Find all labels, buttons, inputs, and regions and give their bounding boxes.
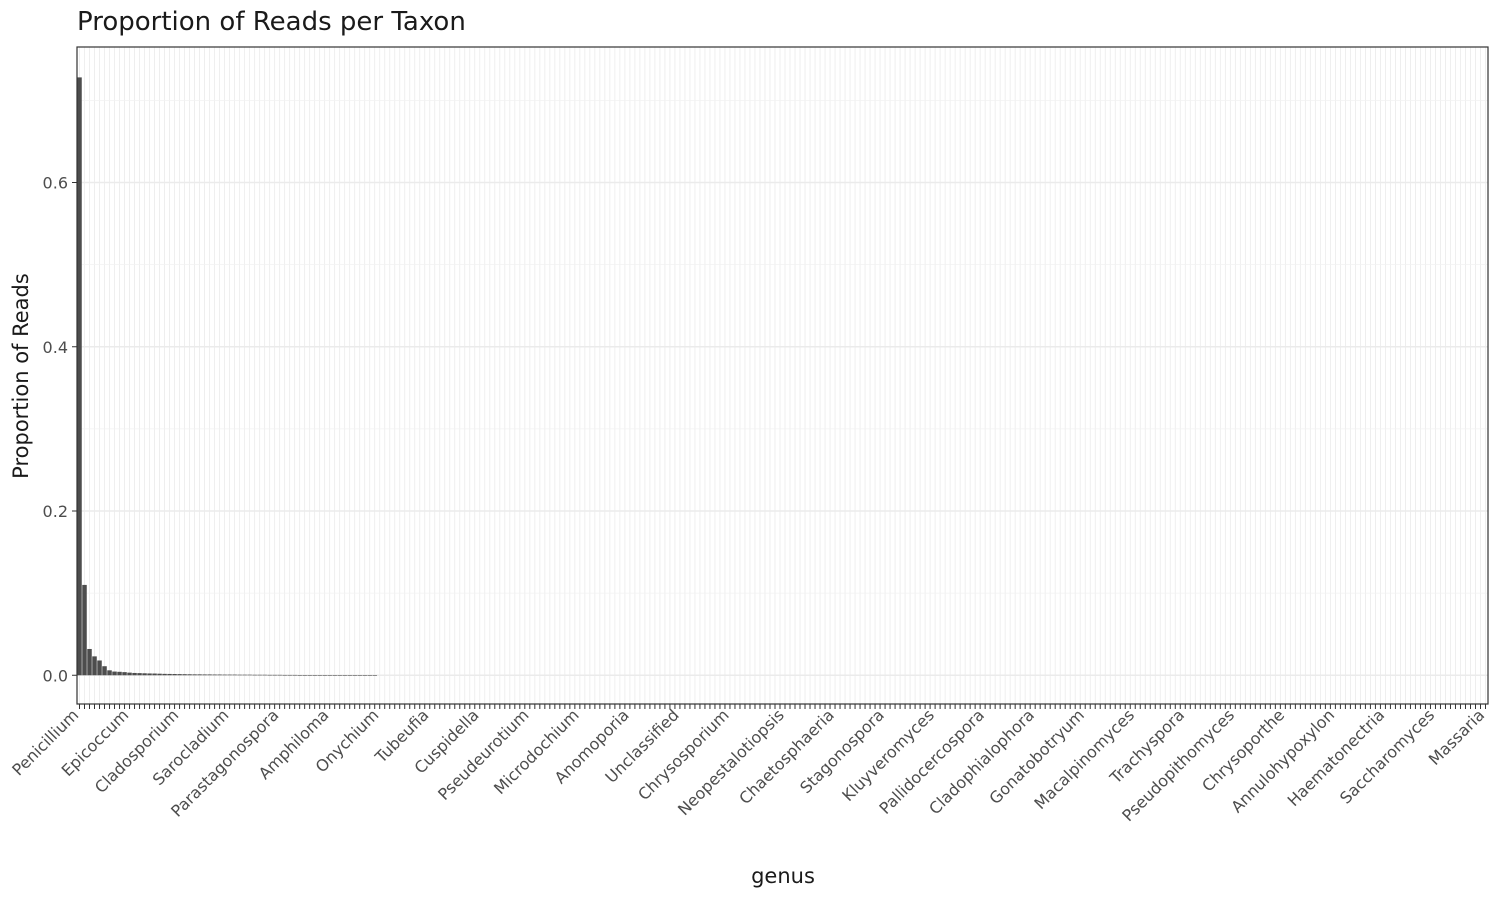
bar	[242, 674, 247, 676]
bar	[142, 673, 147, 676]
x-tick-label: Saccharomyces	[1336, 705, 1438, 807]
bar	[102, 666, 107, 676]
bar	[162, 673, 167, 676]
y-tick-label: 0.0	[43, 666, 68, 685]
bar	[232, 674, 237, 676]
bar	[137, 673, 142, 676]
bar	[122, 672, 127, 676]
bar	[327, 675, 332, 676]
y-axis: 0.0 0.2 0.4 0.6	[43, 174, 77, 685]
bar	[312, 675, 317, 676]
bar	[217, 674, 222, 676]
bar	[87, 648, 92, 676]
y-tick-label: 0.2	[43, 502, 68, 521]
bar	[282, 674, 287, 676]
bar	[307, 675, 312, 676]
bar	[117, 671, 122, 676]
bar	[257, 674, 262, 676]
x-axis: PenicilliumEpicoccumCladosporiumSaroclad…	[8, 704, 1488, 825]
bar	[222, 674, 227, 676]
bar	[352, 675, 357, 676]
bar	[302, 675, 307, 676]
bar	[337, 675, 342, 676]
bar	[372, 675, 377, 676]
bar	[367, 675, 372, 676]
y-tick-label: 0.6	[43, 174, 68, 193]
bar	[317, 675, 322, 676]
bar	[197, 674, 202, 676]
bar	[147, 673, 152, 676]
bar	[277, 674, 282, 676]
bar	[292, 674, 297, 676]
x-tick-label: Pseudeurotium	[434, 705, 532, 803]
y-axis-label: Proportion of Reads	[9, 273, 33, 479]
bar	[237, 674, 242, 676]
bar	[202, 674, 207, 676]
bar	[212, 674, 217, 676]
x-tick-label: Microdochium	[490, 705, 583, 798]
minor-gridlines-x	[79, 47, 1486, 704]
major-gridlines-y	[77, 99, 1488, 676]
bar	[132, 672, 137, 676]
bar	[157, 673, 162, 676]
bar	[272, 674, 277, 676]
bar	[192, 674, 197, 676]
bars	[77, 77, 377, 676]
bar	[332, 675, 337, 676]
chart-title: Proportion of Reads per Taxon	[77, 7, 466, 37]
bar	[267, 674, 272, 676]
x-tick-label: Chrysosporium	[634, 705, 733, 804]
plot-border	[76, 46, 1489, 705]
bar	[322, 675, 327, 676]
bar	[182, 674, 187, 676]
bar	[247, 674, 252, 676]
bar	[187, 674, 192, 676]
bar	[207, 674, 212, 676]
bar	[287, 674, 292, 676]
bar	[92, 656, 97, 676]
bar	[82, 584, 87, 676]
bar	[347, 675, 352, 676]
bar	[262, 674, 267, 676]
plot-panel	[77, 47, 1488, 704]
bar	[177, 674, 182, 676]
bar	[97, 660, 102, 676]
bar	[77, 77, 82, 676]
y-tick-label: 0.4	[43, 338, 68, 357]
bar	[342, 675, 347, 676]
bar	[252, 674, 257, 676]
x-axis-label: genus	[751, 864, 815, 888]
bar	[362, 675, 367, 676]
bar	[112, 671, 117, 676]
bar	[152, 673, 157, 676]
bar	[357, 675, 362, 676]
bar	[227, 674, 232, 676]
bar	[167, 673, 172, 676]
bar	[297, 675, 302, 676]
x-tick-label: Kluyveromyces	[838, 705, 938, 805]
bar	[127, 672, 132, 676]
bar	[172, 674, 177, 676]
bar	[107, 670, 112, 676]
